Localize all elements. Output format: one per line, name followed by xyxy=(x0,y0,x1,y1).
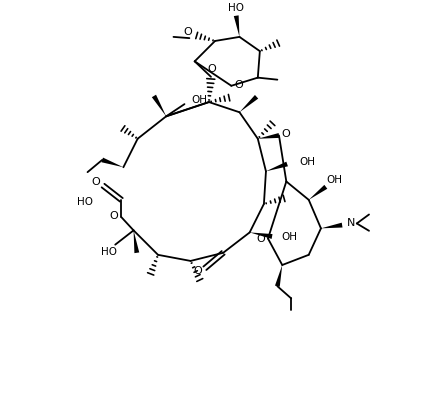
Text: OH: OH xyxy=(299,157,315,167)
Text: OH: OH xyxy=(282,232,297,242)
Polygon shape xyxy=(234,15,239,37)
Polygon shape xyxy=(250,232,273,239)
Text: O: O xyxy=(282,129,290,139)
Text: O: O xyxy=(109,211,118,221)
Text: OH: OH xyxy=(191,95,207,105)
Text: HO: HO xyxy=(228,2,244,13)
Polygon shape xyxy=(275,265,282,287)
Polygon shape xyxy=(152,95,166,116)
Polygon shape xyxy=(239,95,258,112)
Text: O: O xyxy=(92,177,101,187)
Text: O: O xyxy=(193,266,202,276)
Text: O: O xyxy=(207,65,216,74)
Text: O: O xyxy=(183,27,192,37)
Text: N: N xyxy=(347,219,356,229)
Text: HO: HO xyxy=(101,247,117,256)
Polygon shape xyxy=(321,223,343,229)
Text: OH: OH xyxy=(326,175,342,185)
Polygon shape xyxy=(101,157,124,167)
Polygon shape xyxy=(266,162,288,171)
Text: O: O xyxy=(234,80,243,90)
Text: O: O xyxy=(256,234,265,245)
Polygon shape xyxy=(258,133,279,139)
Polygon shape xyxy=(309,185,327,200)
Text: HO: HO xyxy=(77,197,93,207)
Polygon shape xyxy=(134,231,139,253)
